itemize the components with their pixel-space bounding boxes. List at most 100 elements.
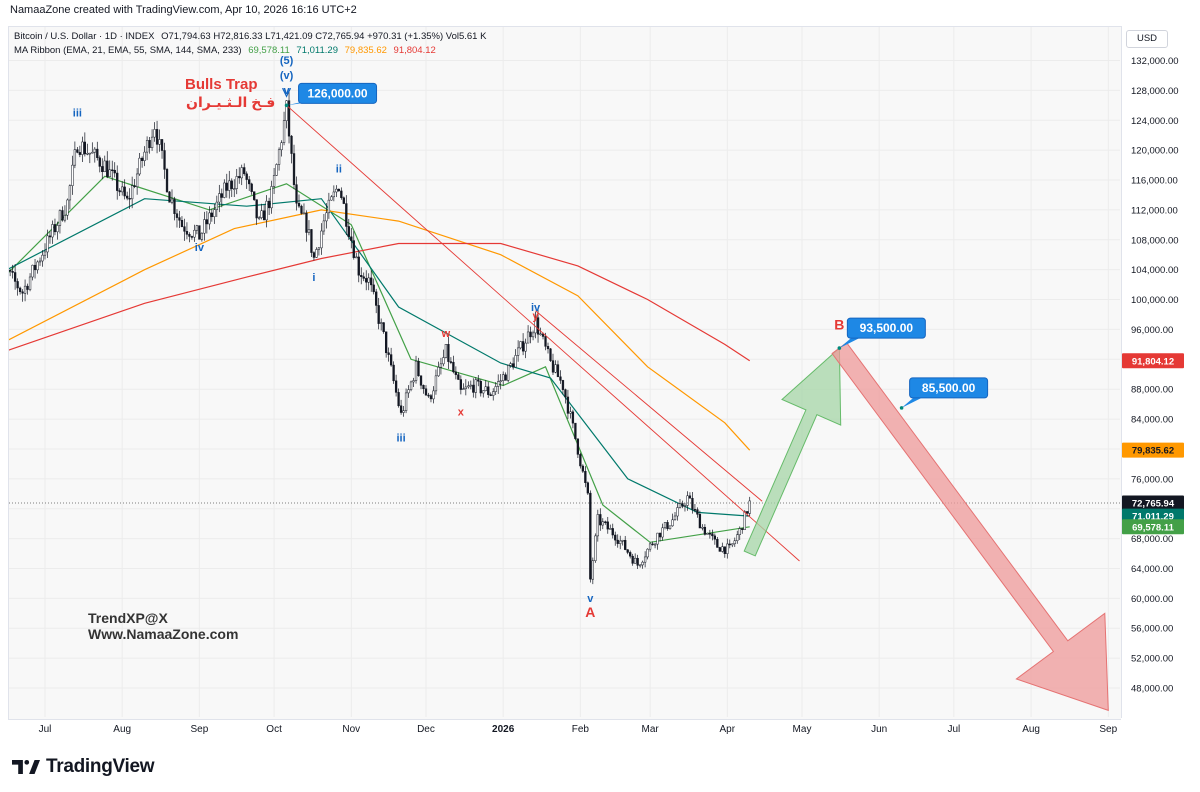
ma-ribbon-label[interactable]: MA Ribbon (EMA, 21, EMA, 55, SMA, 144, S… [14,45,242,56]
candle[interactable] [631,555,634,564]
candle[interactable] [452,361,455,373]
candle[interactable] [489,394,492,396]
candle[interactable] [155,129,159,145]
candle[interactable] [726,543,729,554]
candle[interactable] [335,188,338,193]
candle[interactable] [464,386,467,389]
candle[interactable] [728,543,731,546]
candle[interactable] [245,173,248,180]
candle[interactable] [258,217,261,219]
candle[interactable] [165,169,169,193]
candle[interactable] [544,336,547,347]
trendline-1[interactable] [286,104,800,562]
candle[interactable] [121,186,124,193]
candle[interactable] [213,209,216,218]
candle[interactable] [392,364,395,382]
candle[interactable] [71,164,74,186]
candle[interactable] [275,164,278,176]
candle[interactable] [195,225,199,231]
candle[interactable] [424,388,428,396]
candle[interactable] [28,276,32,290]
candle[interactable] [23,285,27,294]
candle[interactable] [638,564,642,567]
candle[interactable] [198,225,201,240]
candle[interactable] [103,160,106,172]
candle[interactable] [312,252,316,258]
candle[interactable] [297,202,301,207]
candle[interactable] [743,511,746,530]
candle[interactable] [43,251,47,256]
candle[interactable] [86,153,89,155]
candle[interactable] [327,199,331,214]
candle[interactable] [58,210,62,226]
candle[interactable] [320,230,323,249]
candle[interactable] [708,533,712,535]
ma-line-sma-144[interactable] [0,209,751,451]
candle[interactable] [449,361,453,363]
candle[interactable] [417,360,420,377]
candle[interactable] [101,166,104,172]
candle[interactable] [487,386,490,395]
candle[interactable] [96,148,99,158]
chart-pane[interactable] [8,26,1121,720]
candle[interactable] [387,352,390,355]
candle[interactable] [153,129,156,138]
candle[interactable] [636,557,639,566]
candle[interactable] [442,357,445,365]
candle[interactable] [559,376,562,381]
candle[interactable] [33,264,37,271]
candle[interactable] [163,150,166,170]
candle[interactable] [223,182,226,198]
candle[interactable] [310,229,313,253]
candle[interactable] [634,557,637,564]
candle[interactable] [48,235,52,238]
candle[interactable] [571,411,575,424]
candle[interactable] [148,140,151,148]
candle[interactable] [178,217,181,221]
candle[interactable] [581,465,585,472]
candle[interactable] [53,224,57,233]
ma-line-sma-233[interactable] [0,242,751,362]
candle[interactable] [711,533,714,537]
candle[interactable] [243,167,246,175]
candle[interactable] [504,374,507,381]
candle[interactable] [536,317,540,335]
candle[interactable] [447,344,450,362]
candle[interactable] [31,264,34,278]
candle[interactable] [228,180,231,191]
candle[interactable] [188,234,191,237]
candle[interactable] [16,281,19,289]
candle[interactable] [614,534,617,541]
candle[interactable] [380,322,383,324]
candle[interactable] [484,386,487,391]
candle[interactable] [611,528,614,536]
candle[interactable] [556,364,560,378]
candle[interactable] [444,344,448,358]
candle[interactable] [76,149,79,153]
candle[interactable] [576,438,580,455]
candle[interactable] [208,212,211,225]
candle[interactable] [315,249,318,258]
candle[interactable] [691,498,694,510]
candle[interactable] [81,141,84,155]
candle[interactable] [422,385,425,390]
candle[interactable] [721,546,724,552]
candle[interactable] [514,355,517,368]
candle[interactable] [594,535,597,562]
candle[interactable] [511,363,515,368]
candle[interactable] [651,543,654,546]
candle[interactable] [73,149,77,166]
candle[interactable] [626,549,629,553]
symbol-name[interactable]: Bitcoin / U.S. Dollar · 1D · INDEX [14,31,155,42]
candle[interactable] [215,201,218,210]
candle[interactable] [56,225,59,233]
candle[interactable] [673,515,677,521]
candle[interactable] [539,333,542,336]
candle[interactable] [653,543,657,546]
candle[interactable] [78,152,82,155]
candle[interactable] [36,261,39,271]
candle[interactable] [459,379,463,390]
candle[interactable] [235,176,238,189]
candle[interactable] [616,539,619,544]
candle[interactable] [404,392,408,411]
